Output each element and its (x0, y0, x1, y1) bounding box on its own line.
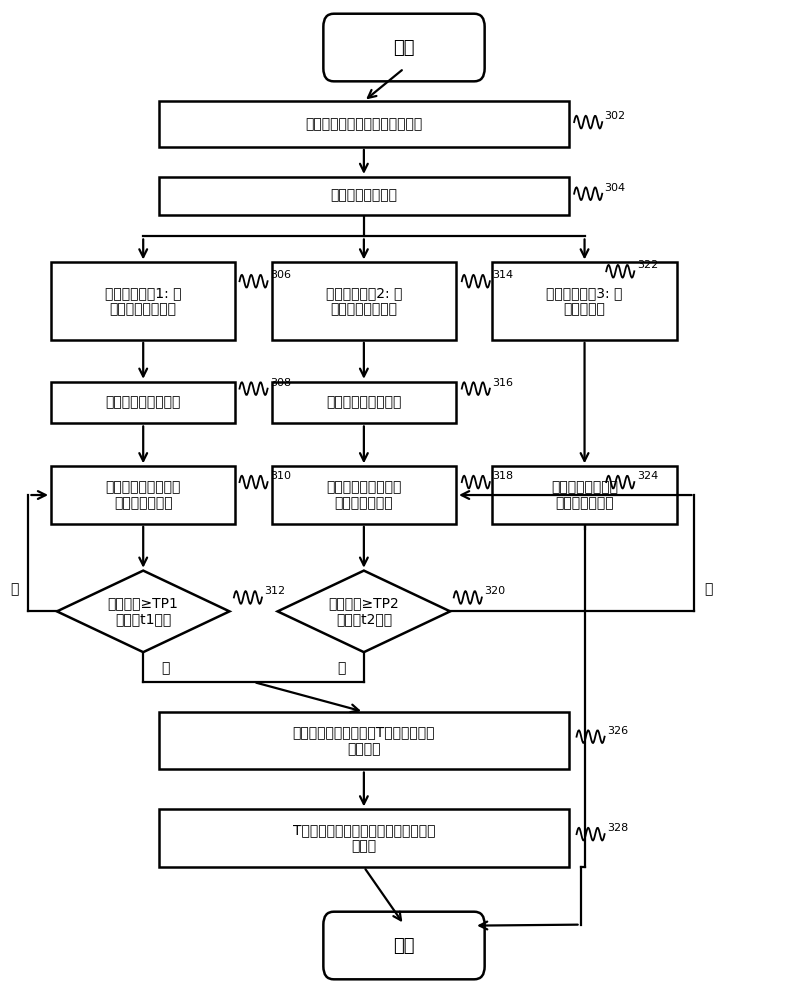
Text: 排气温度≥TP2
且维持t2时间: 排气温度≥TP2 且维持t2时间 (329, 596, 399, 626)
Text: 选择冷媒回收模式: 选择冷媒回收模式 (330, 189, 398, 203)
Text: 320: 320 (484, 586, 505, 596)
Text: 304: 304 (604, 183, 625, 193)
Text: 是: 是 (162, 661, 170, 675)
Bar (271, 262, 457, 340)
Text: 开始: 开始 (393, 39, 415, 57)
Bar (159, 177, 569, 215)
Bar (492, 466, 677, 524)
Text: 室外机运行制冷模式: 室外机运行制冷模式 (106, 396, 181, 410)
Bar (159, 809, 569, 867)
Text: 系统上电待机，关闭室外机液管: 系统上电待机，关闭室外机液管 (305, 117, 423, 131)
Bar (51, 466, 235, 524)
Text: 冷媒回收模式2: 将
冷媒回收到室内机: 冷媒回收模式2: 将 冷媒回收到室内机 (326, 286, 402, 316)
FancyBboxPatch shape (323, 912, 485, 979)
Bar (271, 466, 457, 524)
Text: 否: 否 (705, 582, 713, 596)
Text: 326: 326 (607, 726, 628, 736)
Text: 324: 324 (637, 471, 658, 481)
Text: 312: 312 (264, 586, 285, 596)
Text: 328: 328 (607, 823, 629, 833)
Text: 冷媒回收模式3: 打
开所有阀体: 冷媒回收模式3: 打 开所有阀体 (546, 286, 623, 316)
Text: 室内机电子膨胀阀打
开，风机开高风: 室内机电子膨胀阀打 开，风机开高风 (106, 480, 181, 510)
Text: 结束: 结束 (393, 937, 415, 955)
Text: 306: 306 (270, 270, 291, 280)
Text: 314: 314 (492, 270, 513, 280)
Polygon shape (57, 571, 229, 652)
Bar (271, 382, 457, 423)
Bar (159, 712, 569, 769)
Text: 322: 322 (637, 260, 658, 270)
Text: 否: 否 (10, 582, 19, 596)
Bar (492, 262, 677, 340)
Text: 室内机电子膨胀阀打
开，风机开高风: 室内机电子膨胀阀打 开，风机开高风 (326, 480, 402, 510)
Text: T时间到，空调系统停机，系统进入检
修模式: T时间到，空调系统停机，系统进入检 修模式 (292, 823, 436, 853)
Text: 308: 308 (270, 378, 291, 388)
Text: 302: 302 (604, 111, 625, 121)
Text: 冷媒回收模式1: 将
冷媒回收到室外机: 冷媒回收模式1: 将 冷媒回收到室外机 (105, 286, 182, 316)
Text: 是: 是 (337, 661, 346, 675)
FancyBboxPatch shape (323, 14, 485, 81)
Text: 318: 318 (492, 471, 513, 481)
Bar (51, 382, 235, 423)
Bar (159, 101, 569, 147)
Polygon shape (278, 571, 450, 652)
Text: 空调系统停机，系
统进入检修模式: 空调系统停机，系 统进入检修模式 (551, 480, 618, 510)
Text: 室外机运行制热模式: 室外机运行制热模式 (326, 396, 402, 410)
Text: 316: 316 (492, 378, 513, 388)
Bar (51, 262, 235, 340)
Text: 退出冷媒回收模式，在T时间内关断室
外机气管: 退出冷媒回收模式，在T时间内关断室 外机气管 (292, 726, 436, 756)
Text: 310: 310 (270, 471, 291, 481)
Text: 排气温度≥TP1
且维持t1时间: 排气温度≥TP1 且维持t1时间 (107, 596, 179, 626)
